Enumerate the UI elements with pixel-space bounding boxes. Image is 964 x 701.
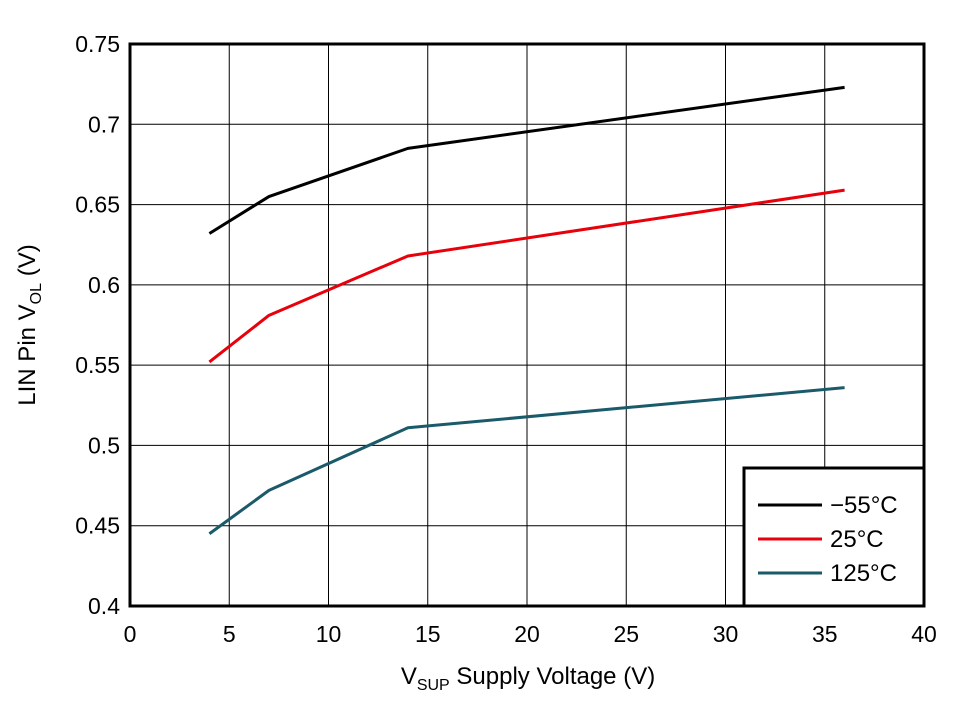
x-tick-label: 40 xyxy=(911,621,937,647)
series-lines xyxy=(208,85,845,535)
y-tick-label: 0.7 xyxy=(88,111,120,137)
y-tick-label: 0.5 xyxy=(88,432,120,458)
series-line-0 xyxy=(208,85,845,235)
x-tick-label: 30 xyxy=(713,621,739,647)
plot-frame xyxy=(128,42,926,608)
y-axis-label: LIN Pin VOL (V) xyxy=(14,244,45,405)
x-tick-label: 25 xyxy=(613,621,639,647)
y-tick-label: 0.65 xyxy=(75,192,120,218)
legend: −55°C 25°C 125°C xyxy=(742,466,926,608)
y-tick-label: 0.45 xyxy=(75,513,120,539)
legend-label-0: −55°C xyxy=(830,492,898,519)
x-axis-label: VSUP Supply Voltage (V) xyxy=(401,663,655,694)
series-line-2 xyxy=(208,386,845,535)
legend-label-2: 125°C xyxy=(830,560,897,587)
y-tick-label: 0.75 xyxy=(75,31,120,57)
grid xyxy=(130,44,924,606)
x-tick-label: 10 xyxy=(316,621,342,647)
x-axis-label-sub: SUP xyxy=(417,677,450,694)
x-tick-label: 15 xyxy=(415,621,441,647)
series-line-1 xyxy=(208,188,845,364)
y-tick-label: 0.6 xyxy=(88,272,120,298)
y-tick-label: 0.55 xyxy=(75,352,120,378)
x-axis-ticks: 0 5 10 15 20 25 30 35 40 xyxy=(124,621,937,647)
x-tick-label: 20 xyxy=(514,621,540,647)
x-tick-label: 5 xyxy=(223,621,236,647)
x-tick-label: 0 xyxy=(124,621,137,647)
y-axis-label-sub: OL xyxy=(28,283,45,304)
y-tick-label: 0.4 xyxy=(88,593,120,619)
y-axis-label-main: LIN Pin V xyxy=(14,304,41,405)
x-axis-label-main: V xyxy=(401,663,417,690)
legend-box xyxy=(742,466,926,608)
legend-label-1: 25°C xyxy=(830,526,884,553)
x-tick-label: 35 xyxy=(812,621,838,647)
x-axis-label-rest: Supply Voltage (V) xyxy=(450,663,655,690)
y-axis-ticks: 0.4 0.45 0.5 0.55 0.6 0.65 0.7 0.75 xyxy=(75,31,120,619)
y-axis-label-rest: (V) xyxy=(14,244,41,283)
